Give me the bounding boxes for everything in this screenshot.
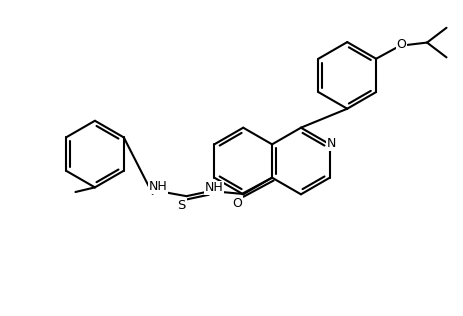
Text: NH: NH xyxy=(148,180,167,193)
Text: N: N xyxy=(327,137,336,150)
Text: O: O xyxy=(232,197,242,210)
Text: NH: NH xyxy=(205,181,224,194)
Text: O: O xyxy=(397,38,407,52)
Text: S: S xyxy=(178,199,186,212)
